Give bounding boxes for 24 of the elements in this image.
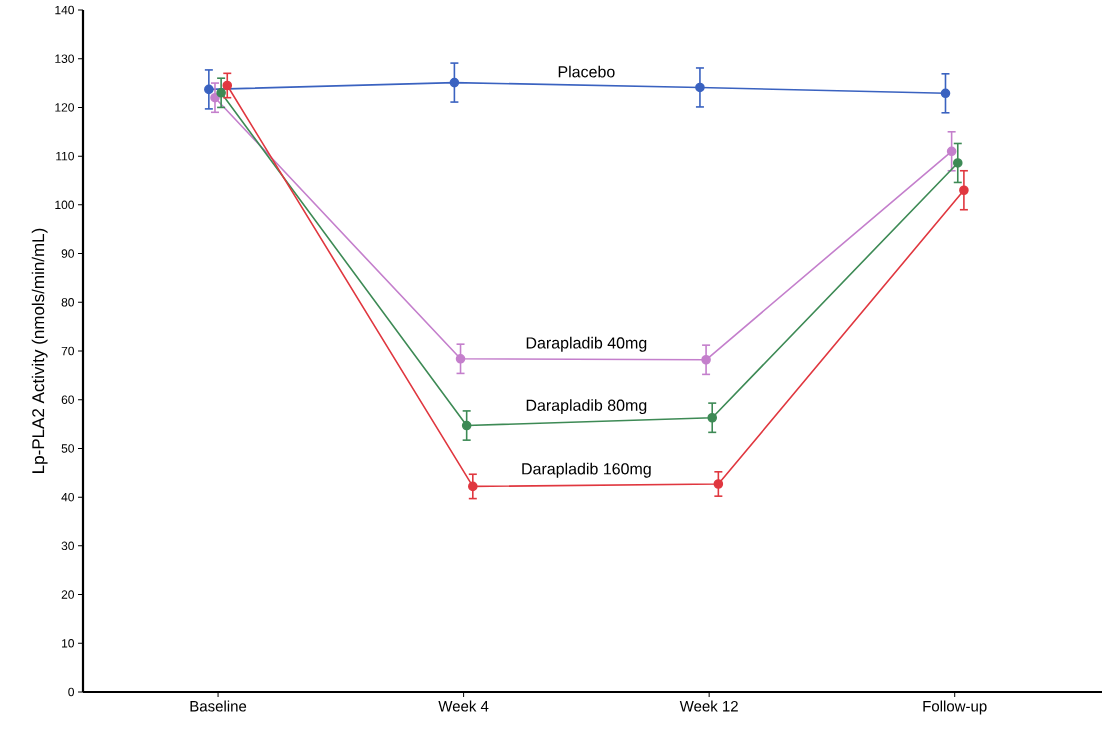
y-tick-label: 10	[62, 639, 75, 648]
y-tick-label: 40	[61, 492, 75, 502]
series-label: Darapladib 80mg	[526, 399, 647, 415]
y-tick-label: 100	[55, 200, 74, 210]
y-tick-label: 130	[55, 54, 74, 63]
y-tick-label: 50	[61, 444, 75, 453]
series-label: Placebo	[558, 65, 615, 78]
y-tick-label: 80	[61, 298, 75, 307]
y-tick-label: 120	[55, 103, 74, 112]
y-tick-label: 30	[61, 541, 75, 551]
y-tick-label: 20	[61, 590, 75, 599]
y-tick-label: 60	[61, 395, 75, 404]
y-tick-label: 0	[68, 687, 75, 697]
x-tick-label: Baseline	[190, 700, 247, 712]
series-label: Darapladib 160mg	[522, 462, 651, 478]
y-tick-label: 90	[61, 249, 75, 258]
x-tick-label: Week 12	[679, 700, 738, 712]
y-axis-title: Lp-PLA2 Activity (nmols/min/mL)	[31, 228, 48, 473]
x-tick-label: Follow-up	[923, 700, 987, 715]
series-label: Darapladib 40mg	[526, 336, 647, 352]
y-tick-label: 140	[55, 5, 74, 15]
y-tick-label: 70	[61, 346, 75, 356]
x-tick-label: Week 4	[438, 700, 489, 712]
y-tick-label: 110	[56, 151, 75, 161]
